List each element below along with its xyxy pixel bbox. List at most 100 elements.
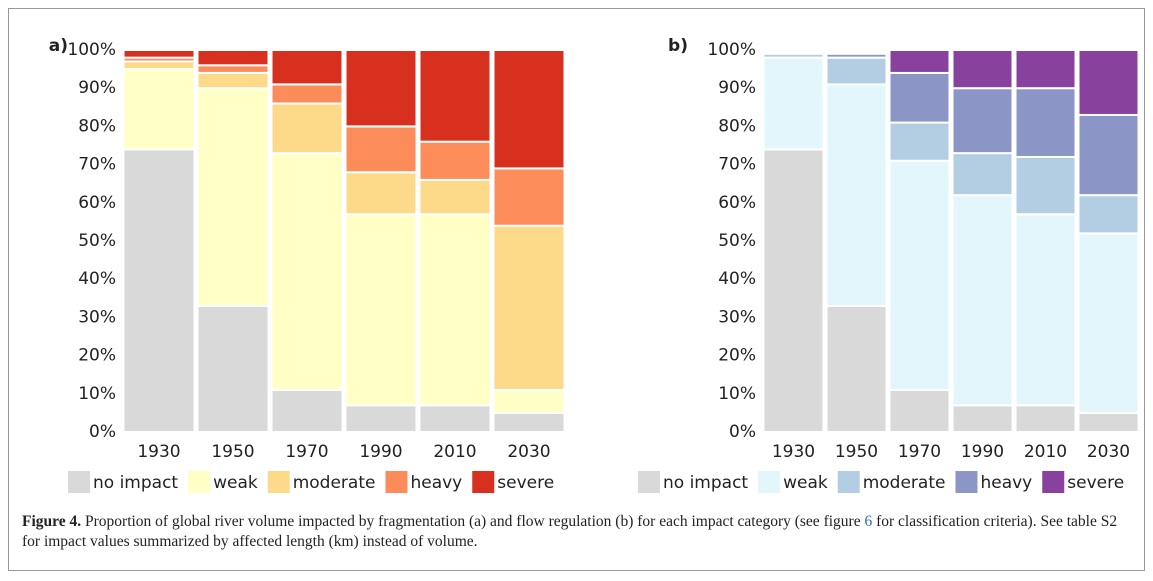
bar-segment [196, 87, 270, 307]
y-tick-label: 80% [78, 116, 116, 136]
y-tick-label: 90% [718, 78, 756, 98]
bar-segment [196, 64, 270, 74]
bar-segment [951, 87, 1014, 155]
bar-segment [951, 194, 1014, 407]
x-tick-label: 2030 [1087, 442, 1130, 462]
bar-segment [492, 411, 566, 433]
bar-segment [762, 56, 825, 151]
bar-segment [1077, 232, 1140, 414]
y-tick-label: 50% [718, 231, 756, 251]
bar-segment [122, 68, 196, 151]
y-tick-label: 100% [67, 40, 116, 60]
legend-swatch [758, 471, 781, 493]
bar-segment [270, 83, 344, 105]
bar-segment [492, 167, 566, 227]
x-tick-label: 2010 [433, 442, 476, 462]
bar-segment [418, 213, 492, 407]
caption-text: Proportion of global river volume impact… [81, 513, 865, 530]
legend-swatch [837, 471, 860, 493]
figure: a) 0% 10% 20% 30% 40% 50% 60% 70% 80% 90% 100% 1930 1… [49, 36, 1140, 493]
legend-label: severe [1067, 473, 1124, 493]
legend-swatch [267, 471, 290, 493]
bar-segment [888, 71, 951, 124]
x-tick-label: 1950 [835, 442, 878, 462]
legend-swatch [68, 471, 90, 493]
y-tick-label: 40% [78, 269, 116, 289]
bar-segment [825, 304, 888, 433]
bar-segment [1014, 49, 1077, 90]
y-tick-label: 0% [729, 422, 756, 442]
bar-segment [1077, 194, 1140, 235]
x-tick-label: 1930 [772, 442, 815, 462]
bar-segment [344, 213, 418, 407]
y-tick-label: 70% [78, 155, 116, 175]
y-tick-label: 20% [718, 346, 756, 366]
y-tick-label: 90% [78, 78, 116, 98]
bar-segment [1014, 155, 1077, 216]
y-tick-label: 0% [89, 422, 116, 442]
bar-segment [122, 148, 196, 433]
panel-label: a) [49, 36, 68, 56]
bar-segment [492, 224, 566, 391]
x-tick-label: 1970 [285, 442, 328, 462]
bar-segment [951, 152, 1014, 197]
bar-segment [270, 152, 344, 391]
caption: Figure 4. Proportion of global river vol… [22, 512, 1122, 552]
y-tick-label: 30% [78, 307, 116, 327]
legend-swatch [955, 471, 978, 493]
legend-swatch [472, 471, 495, 493]
legend-label: moderate [863, 473, 946, 493]
bar-segment [1077, 113, 1140, 197]
y-tick-label: 60% [78, 193, 116, 213]
bar-segment [762, 52, 825, 59]
bar-segment [196, 71, 270, 90]
y-tick-label: 70% [718, 155, 756, 175]
bar-segment [492, 49, 566, 170]
bar-segment [888, 388, 951, 434]
x-tick-label: 1990 [961, 442, 1004, 462]
y-tick-label: 100% [707, 40, 756, 60]
legend-swatch [1042, 471, 1065, 493]
legend-label: no impact [663, 473, 748, 493]
y-tick-label: 10% [78, 384, 116, 404]
bar-segment [344, 404, 418, 434]
legend-label: heavy [410, 473, 462, 493]
bar-segment [888, 121, 951, 162]
x-tick-label: 1990 [359, 442, 402, 462]
y-tick-label: 60% [718, 193, 756, 213]
bar-segment [825, 83, 888, 307]
y-tick-label: 10% [718, 384, 756, 404]
legend-label: weak [213, 473, 258, 493]
bar-segment [270, 49, 344, 86]
bar-segment [196, 304, 270, 433]
bar-segment [1014, 404, 1077, 434]
caption-text: for classification criteria). See table … [22, 513, 1118, 550]
x-tick-label: 1970 [898, 442, 941, 462]
legend-swatch [385, 471, 408, 493]
y-tick-label: 80% [718, 116, 756, 136]
y-tick-label: 40% [718, 269, 756, 289]
bar-segment [951, 49, 1014, 90]
bar-segment [270, 388, 344, 434]
y-tick-label: 20% [78, 346, 116, 366]
bar-segment [492, 388, 566, 414]
bar-segment [762, 148, 825, 433]
legend-swatch [188, 471, 211, 493]
bar-segment [122, 49, 196, 59]
x-tick-label: 2010 [1024, 442, 1067, 462]
caption-label: Figure 4. [22, 513, 82, 530]
x-tick-label: 2030 [507, 442, 550, 462]
y-tick-label: 30% [718, 307, 756, 327]
bar-segment [418, 178, 492, 216]
bar-segment [825, 56, 888, 86]
bar-segment [418, 49, 492, 143]
bar-segment [951, 404, 1014, 434]
bar-segment [270, 102, 344, 155]
legend-swatch [638, 471, 660, 493]
bar-segment [418, 404, 492, 434]
legend-label: severe [497, 473, 554, 493]
caption-link[interactable]: 6 [864, 513, 873, 530]
legend-label: no impact [93, 473, 178, 493]
y-tick-label: 50% [78, 231, 116, 251]
